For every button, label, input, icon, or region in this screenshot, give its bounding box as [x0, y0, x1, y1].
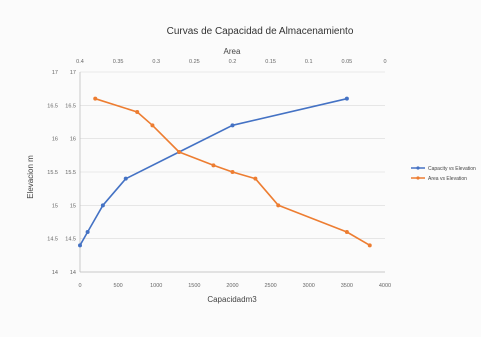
top-axis-title: Area	[224, 47, 241, 56]
top-tick-label: 0.2	[229, 59, 237, 65]
y-axis-title: Elevacion m	[26, 155, 35, 199]
y-tick-label-inner: 17	[70, 70, 76, 76]
y-tick-label-inner: 15	[70, 203, 76, 209]
x-tick-label: 500	[114, 283, 123, 289]
series-2-point	[253, 176, 258, 181]
series-1-point	[230, 123, 235, 128]
top-tick-label: 0	[383, 59, 386, 65]
series-line-2	[95, 97, 371, 246]
series-1-point	[344, 96, 349, 101]
axis-layer: 14 14 14.5 14.5 15 15 15.5 15.5 16 16 16.5 16.5 17 17…	[47, 59, 391, 289]
x-tick-label: 2500	[265, 283, 277, 289]
y-tick-label-inner: 14	[70, 270, 76, 276]
top-tick-label: 0.3	[152, 59, 160, 65]
top-tick-label: 0.05	[342, 59, 353, 65]
y-tick-label: 15	[52, 203, 58, 209]
y-tick-label: 14	[52, 270, 58, 276]
y-tick-label-inner: 16.5	[65, 103, 76, 109]
series-2-point	[367, 243, 372, 248]
legend-label-1: Capacity vs Elevation	[428, 166, 476, 172]
x-tick-label: 0	[78, 283, 81, 289]
top-tick-label: 0.4	[76, 59, 84, 65]
series-2-point	[150, 123, 155, 128]
y-tick-label: 14.5	[47, 237, 58, 243]
x-tick-label: 3000	[303, 283, 315, 289]
legend-marker-1	[416, 166, 420, 170]
x-tick-label: 1000	[150, 283, 162, 289]
series-2-point	[211, 163, 216, 168]
legend-marker-2	[416, 176, 420, 180]
series-2-point	[177, 150, 182, 154]
y-tick-label: 15.5	[47, 170, 58, 176]
top-tick-label: 0.35	[113, 59, 124, 65]
grid-layer	[80, 71, 385, 273]
x-tick-label: 4000	[379, 283, 391, 289]
legend-label-2: Area vs Elevation	[428, 176, 467, 182]
series-1-point	[100, 203, 105, 208]
x-tick-label: 1500	[188, 283, 200, 289]
y-tick-label-inner: 15.5	[65, 170, 76, 176]
x-axis-title: Capacidadm3	[207, 295, 257, 304]
series-1-point	[123, 176, 128, 181]
y-tick-label-inner: 14.5	[65, 237, 76, 243]
series-layer	[78, 96, 372, 248]
y-tick-label-inner: 16	[70, 137, 76, 143]
series-1-point	[78, 243, 82, 248]
series-2-point	[135, 110, 140, 114]
x-tick-label: 2000	[226, 283, 238, 289]
x-tick-label: 3500	[341, 283, 353, 289]
chart-title: Curvas de Capacidad de Almacenamiento	[167, 26, 354, 37]
y-tick-label: 17	[52, 70, 58, 76]
series-2-point	[230, 170, 235, 174]
top-tick-label: 0.15	[265, 59, 276, 65]
top-tick-label: 0.25	[189, 59, 200, 65]
top-tick-label: 0.1	[305, 59, 313, 65]
series-2-point	[93, 96, 98, 101]
series-1-point	[85, 230, 90, 234]
y-tick-label: 16.5	[47, 103, 58, 109]
y-tick-label: 16	[52, 137, 58, 143]
series-2-point	[344, 230, 349, 234]
series-2-point	[276, 203, 281, 208]
legend: Capacity vs Elevation Area vs Elevation	[411, 166, 476, 182]
